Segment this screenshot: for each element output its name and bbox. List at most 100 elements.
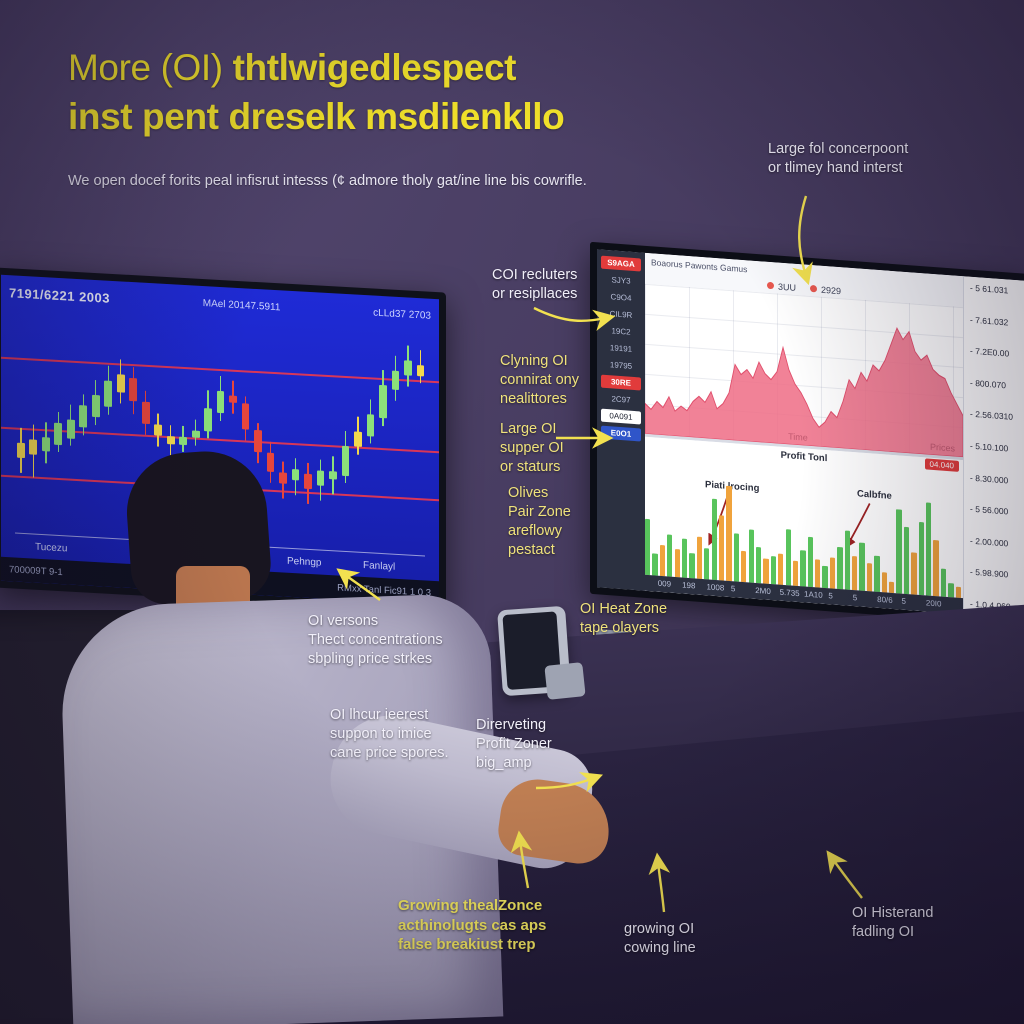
candle-body [266, 452, 275, 472]
rt-x-tick: 009 [657, 578, 672, 589]
candle-body [229, 395, 237, 403]
candle-body [366, 413, 375, 437]
rt-x-tick: 80/6 [877, 594, 893, 605]
rt-legend-item: 2929 [809, 284, 842, 297]
rt-area-svg [645, 326, 963, 458]
rt-bar [955, 586, 961, 599]
rt-y-tick: - 5.98.900 [970, 567, 1009, 580]
rt-bar [926, 502, 932, 596]
rt-bar [733, 533, 740, 582]
candle-body [329, 471, 337, 480]
candle-body [354, 431, 362, 448]
candle-body [154, 424, 163, 436]
candle-body [54, 422, 63, 446]
rt-bar-tag-0: Piati lrocing [705, 479, 760, 495]
rt-bar [859, 542, 865, 591]
annotation-growing-oi: growing OI cowing line [624, 921, 696, 956]
rt-bar [748, 529, 754, 583]
rt-x-tick: 5.735 [779, 587, 800, 599]
candle-body [254, 429, 262, 453]
candle-body [204, 408, 212, 432]
rt-x-tick: 2M0 [755, 585, 771, 597]
annotation-olives-pain: Olives Pair Zone areflowy pestact [508, 485, 571, 558]
rt-legend-label: 3UU [777, 281, 796, 293]
rt-strike-pill[interactable]: 19C2 [611, 326, 631, 337]
rt-x-tick: 5 [901, 596, 906, 606]
rt-bar [785, 529, 791, 586]
left-x-label-0: Tucezu [35, 541, 68, 555]
headline-line-1: More (OI) thtlwigedlespect [68, 44, 688, 93]
rt-y-tick: - 5 56.000 [970, 503, 1009, 517]
rt-bar [763, 558, 769, 584]
left-right-label: cLLd37 2703 [373, 307, 431, 322]
candle-body [166, 436, 175, 445]
rt-bar [711, 498, 717, 581]
candle-body [129, 378, 138, 402]
rt-bars-title: Profit Tonl [780, 449, 828, 464]
annotation-diverging: Direrveting Profit Zoner big_amp [476, 717, 552, 771]
rt-bar [659, 545, 666, 577]
candle-body [304, 473, 312, 489]
rt-y-axis: - 5 61.031 - 7.61.032 - 7.2E0.00 - 800.070 -… [963, 276, 1024, 619]
annotation-growing-heal: Growing thealZonce acthinolugts cas aps … [398, 897, 547, 953]
rt-bar [903, 526, 910, 595]
rt-bars-badge: 04.040 [924, 458, 959, 472]
left-center-label: MAel 20147.5911 [202, 297, 281, 313]
annotation-oi-incur: OI lhcur ieerest suppon to imice cane pr… [330, 707, 449, 761]
candle-body [41, 436, 50, 452]
rt-main-panel: Boaorus Pawonts Gamus 3UU 2929 Time Price… [645, 252, 963, 615]
candle-body [416, 364, 425, 377]
candle-body [29, 439, 38, 455]
rt-bar [807, 536, 813, 588]
rt-series-label: Prices [929, 441, 955, 454]
rt-bar [822, 565, 828, 589]
annotation-oi-versons: OI versons Thect concentrations sbpling … [308, 613, 443, 667]
headline-subtext: We open docef forits peal infisrut intes… [68, 173, 587, 189]
annotation-large-oi: Large OI supper OI or staturs [500, 421, 564, 475]
headline-line-1-normal: More (OI) [68, 47, 223, 88]
rt-bar [911, 552, 917, 595]
rt-bar [918, 521, 924, 596]
rt-bar [844, 530, 850, 590]
rt-y-tick: - 8.30.000 [970, 472, 1009, 486]
rt-bar [689, 552, 695, 579]
candle-body [91, 394, 100, 418]
rt-bar [755, 546, 762, 584]
rt-bar [778, 553, 784, 585]
rt-bar [741, 551, 747, 583]
rt-y-tick: - 5 61.031 [970, 282, 1009, 296]
headline-line-2-bold-b: dreselk msdilenkllo [228, 95, 565, 137]
annotation-oi-histerand: OI Histerand fadling OI [852, 905, 934, 940]
rt-bar [837, 546, 843, 590]
candle-body [216, 390, 225, 414]
rt-x-axis-label: Time [788, 431, 808, 443]
rt-bar [866, 563, 873, 592]
rt-legend-label: 2929 [820, 284, 842, 297]
left-ticker-label: 7191/6221 2003 [9, 284, 110, 306]
rt-bar [881, 572, 887, 593]
rt-bar [896, 509, 902, 594]
candle-body [179, 436, 188, 445]
rt-bar [940, 568, 947, 597]
rt-bar-chart: Piati lrocing Calbfne [645, 452, 963, 599]
rt-screen: S9AGA SJY3 C9O4 CIL9R 19C2 19191 19795 30RE 2C97… [597, 249, 1024, 619]
rt-strike-pill[interactable]: CIL9R [609, 309, 633, 320]
rt-y-tick: - 7.2E0.00 [970, 345, 1010, 359]
rt-y-tick: - 2.00.000 [970, 535, 1009, 549]
candle-body [66, 419, 75, 439]
left-x-label-1: Pehngp [287, 555, 322, 569]
candle-body [104, 380, 113, 408]
rt-bar [704, 548, 710, 580]
rt-x-tick: 1A10 [804, 589, 823, 600]
rt-y-tick: - 2.56.0310 [970, 409, 1014, 423]
rt-x-tick: 20I0 [925, 598, 942, 609]
rt-bar [770, 555, 777, 585]
rt-bar [726, 485, 732, 582]
rt-x-tick: 5 [828, 591, 833, 601]
rt-bar [718, 515, 725, 581]
headline-line-1-bold: thtlwigedlespect [232, 47, 517, 88]
rt-bar [829, 557, 836, 589]
rt-bar [852, 556, 858, 591]
rt-bar [948, 583, 954, 598]
rt-bar [874, 555, 880, 593]
